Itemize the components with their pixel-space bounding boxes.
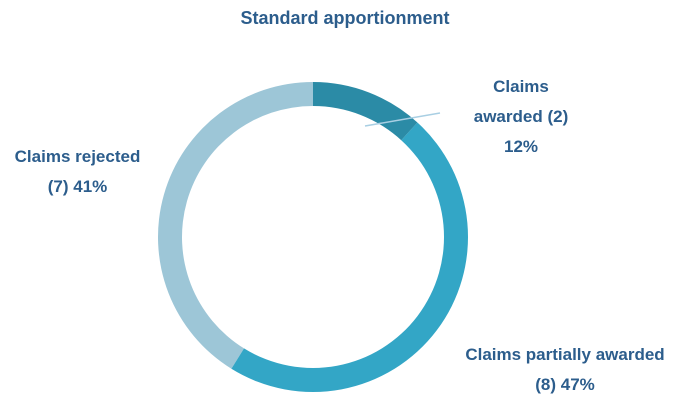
donut-slice [231,122,468,393]
percent-label: 12% [503,137,539,156]
donut-slice [313,82,418,141]
value-label: (7) [47,177,69,196]
value-label: (8) [535,375,556,394]
category-label: Claims rejected [14,147,141,166]
leader-line [364,112,441,127]
slice-label: Claims partially awarded (8) 47% [420,340,690,400]
slice-label: Claims rejected (7) 41% [5,142,150,202]
percent-label: 47% [560,375,595,394]
percent-label: 41% [73,177,108,196]
slice-label: Claims awarded (2) 12% [465,72,577,162]
category-label: Claims awarded [473,77,549,126]
value-label: (2) [547,107,569,126]
donut-slice [157,81,313,369]
chart-title: Standard apportionment [240,8,450,28]
category-label: Claims partially awarded [465,345,665,364]
